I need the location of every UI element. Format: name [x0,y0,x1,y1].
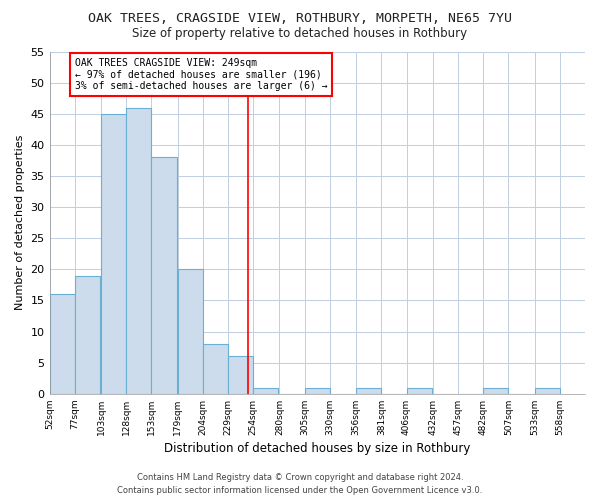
Bar [407,388,432,394]
Bar [203,344,228,394]
Bar [535,388,560,394]
Bar [101,114,126,394]
Y-axis label: Number of detached properties: Number of detached properties [15,135,25,310]
Text: Contains HM Land Registry data © Crown copyright and database right 2024.
Contai: Contains HM Land Registry data © Crown c… [118,474,482,495]
Bar [483,388,508,394]
Bar [126,108,151,394]
Bar [151,158,176,394]
Bar [178,270,203,394]
Text: OAK TREES, CRAGSIDE VIEW, ROTHBURY, MORPETH, NE65 7YU: OAK TREES, CRAGSIDE VIEW, ROTHBURY, MORP… [88,12,512,26]
Bar [253,388,278,394]
Text: Size of property relative to detached houses in Rothbury: Size of property relative to detached ho… [133,28,467,40]
Bar [356,388,382,394]
Bar [50,294,75,394]
Bar [75,276,100,394]
X-axis label: Distribution of detached houses by size in Rothbury: Distribution of detached houses by size … [164,442,470,455]
Text: OAK TREES CRAGSIDE VIEW: 249sqm
← 97% of detached houses are smaller (196)
3% of: OAK TREES CRAGSIDE VIEW: 249sqm ← 97% of… [75,58,328,91]
Bar [228,356,253,394]
Bar [305,388,330,394]
